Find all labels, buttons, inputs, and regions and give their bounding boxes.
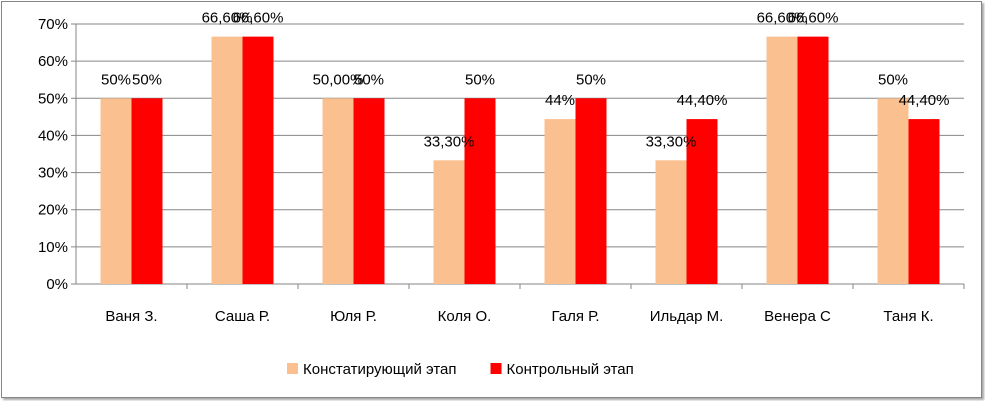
bar — [322, 98, 354, 285]
y-tick-label: 0% — [46, 276, 68, 293]
x-tick-label: Галя Р. — [551, 308, 599, 325]
data-label: 44% — [545, 92, 575, 109]
bar — [908, 119, 940, 284]
legend-swatch — [287, 363, 298, 374]
data-label: 66,60% — [202, 10, 253, 27]
bar — [464, 98, 496, 285]
bar — [797, 36, 829, 284]
y-tick-label: 40% — [38, 127, 68, 144]
y-tick-label: 10% — [38, 239, 68, 256]
x-tick-label: Ваня З. — [105, 308, 157, 325]
bar — [353, 98, 385, 285]
data-label: 44,40% — [677, 92, 728, 109]
legend-label: Констатирующий этап — [303, 361, 457, 378]
bar — [655, 160, 687, 284]
data-label: 50% — [101, 71, 131, 88]
y-tick-label: 60% — [38, 53, 68, 70]
bar — [575, 98, 607, 285]
data-label: 66,60% — [757, 10, 808, 27]
x-tick-label: Таня К. — [883, 308, 933, 325]
bar — [544, 119, 576, 284]
bar — [686, 119, 718, 284]
data-label: 50% — [576, 71, 606, 88]
data-label: 33,30% — [646, 133, 697, 150]
y-tick-label: 50% — [38, 90, 68, 107]
bar — [877, 98, 909, 285]
bar — [433, 160, 465, 284]
y-tick-label: 70% — [38, 16, 68, 33]
legend-label: Контрольный этап — [507, 361, 634, 378]
x-tick-label: Венера С — [764, 308, 831, 325]
x-tick-label: Коля О. — [438, 308, 492, 325]
bar — [100, 98, 132, 285]
bar — [766, 36, 798, 284]
x-tick-label: Саша Р. — [215, 308, 270, 325]
bar — [131, 98, 163, 285]
x-tick-label: Ильдар М. — [650, 308, 724, 325]
y-tick-label: 30% — [38, 165, 68, 182]
data-label: 50% — [354, 71, 384, 88]
data-label: 50% — [465, 71, 495, 88]
data-label: 50% — [132, 71, 162, 88]
data-label: 33,30% — [424, 133, 475, 150]
data-label: 66,60% — [788, 10, 839, 27]
x-tick-label: Юля Р. — [330, 308, 377, 325]
data-label: 66,60% — [233, 10, 284, 27]
data-label: 44,40% — [899, 92, 950, 109]
data-label: 50,00% — [313, 71, 364, 88]
data-label: 50% — [878, 71, 908, 88]
y-tick-label: 20% — [38, 202, 68, 219]
bar — [211, 36, 243, 284]
bar — [242, 36, 274, 284]
legend-swatch — [490, 363, 502, 374]
